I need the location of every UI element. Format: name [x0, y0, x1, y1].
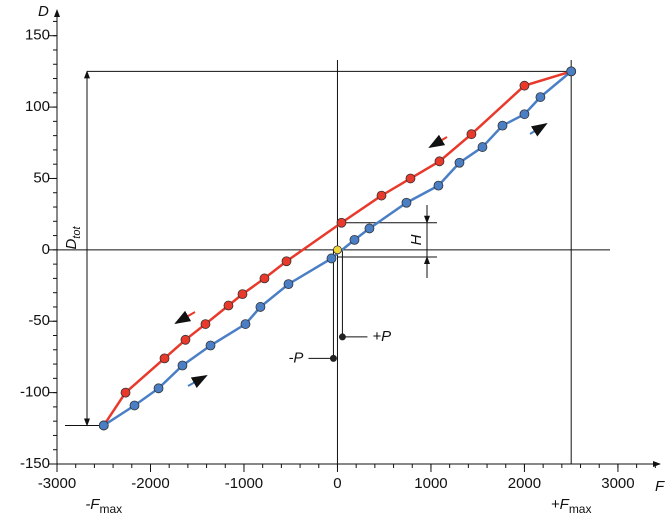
- f-max-sub: max: [99, 502, 122, 516]
- arrow: [187, 375, 208, 389]
- x-tick-label: -1000: [225, 475, 263, 492]
- p-point: [338, 333, 346, 341]
- data-point: [98, 420, 109, 431]
- x-tick-label: 0: [333, 475, 341, 492]
- h-label: H: [408, 234, 425, 245]
- data-point: [433, 180, 444, 191]
- arrow: [529, 122, 548, 137]
- p-point: [329, 354, 337, 362]
- data-point: [349, 234, 360, 245]
- data-point: [223, 300, 234, 311]
- y-tick-label: -100: [20, 384, 50, 401]
- arrow: [428, 134, 448, 149]
- data-point: [566, 66, 577, 77]
- x-axis-label: F: [655, 478, 665, 495]
- data-point: [281, 256, 292, 267]
- d-tot-text: D: [63, 239, 80, 250]
- data-point: [336, 217, 347, 228]
- f-max-label: -Fmax: [85, 496, 122, 516]
- data-point: [120, 387, 131, 398]
- data-point: [519, 80, 530, 91]
- series-line: [102, 70, 572, 427]
- origin-point: [333, 245, 342, 255]
- data-point: [129, 400, 140, 411]
- f-max-text: +F: [551, 496, 570, 513]
- data-point: [405, 173, 416, 184]
- data-point: [205, 340, 216, 351]
- data-point: [454, 157, 465, 168]
- data-point: [477, 142, 488, 152]
- direction-arrows: [174, 122, 548, 389]
- f-max-label: +Fmax: [551, 496, 592, 516]
- data-point: [376, 190, 387, 201]
- data-point: [180, 334, 191, 345]
- data-point: [159, 353, 170, 364]
- data-point: [497, 120, 508, 131]
- data-point: [326, 253, 337, 264]
- y-tick-label: 50: [33, 169, 50, 186]
- y-tick-label: 150: [25, 27, 50, 44]
- data-point: [466, 129, 477, 140]
- data-point: [259, 273, 270, 284]
- p-label: +P: [372, 328, 391, 345]
- data-point: [519, 109, 530, 120]
- x-tick-label: -2000: [131, 475, 169, 492]
- y-tick-label: -50: [28, 312, 50, 329]
- x-tick-label: 2000: [508, 475, 541, 492]
- data-point: [434, 156, 445, 167]
- y-tick-label: 100: [25, 98, 50, 115]
- y-tick-label: 0: [42, 241, 50, 258]
- data-point: [177, 360, 188, 371]
- p-label: -P: [288, 349, 303, 366]
- data-point: [200, 319, 211, 329]
- arrow: [174, 310, 196, 325]
- data-point: [153, 383, 164, 394]
- f-max-text: -F: [85, 496, 100, 513]
- data-point: [240, 319, 251, 329]
- f-max-sub: max: [569, 502, 592, 516]
- x-tick-label: -3000: [38, 475, 76, 492]
- y-tick-label: -150: [20, 455, 50, 472]
- data-point: [237, 289, 248, 300]
- data-point: [283, 279, 294, 290]
- data-point: [535, 92, 546, 102]
- x-tick-label: 3000: [601, 475, 634, 492]
- data-point: [401, 197, 412, 208]
- d-tot-sub: tot: [71, 226, 83, 239]
- x-tick-label: 1000: [414, 475, 447, 492]
- data-point: [364, 223, 375, 234]
- d-tot-label: Dtot: [63, 226, 83, 250]
- y-axis-label: D: [38, 3, 49, 20]
- data-point: [255, 302, 266, 312]
